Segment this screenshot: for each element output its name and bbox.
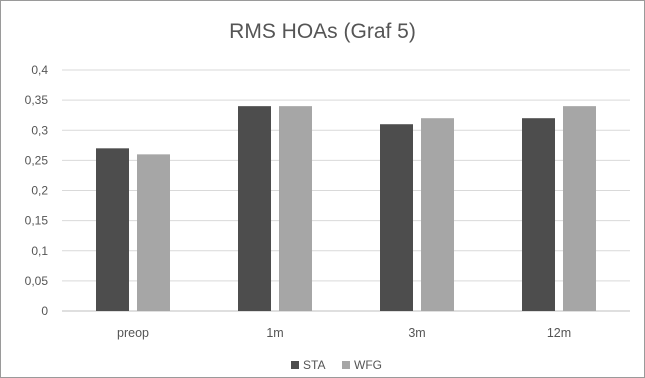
legend: STA WFG (291, 358, 382, 372)
bars (96, 106, 596, 312)
x-tick-label: 3m (408, 326, 425, 340)
legend-label-sta: STA (303, 358, 325, 372)
legend-swatch-wfg (342, 361, 350, 369)
bar-sta-3m (380, 124, 413, 311)
y-axis-ticks: 0 0,05 0,1 0,15 0,2 0,25 0,3 0,35 0,4 (25, 63, 49, 318)
y-tick-label: 0,3 (31, 123, 48, 137)
bar-wfg-1m (279, 106, 312, 312)
bar-sta-1m (238, 106, 271, 312)
bar-sta-preop (96, 148, 129, 311)
x-tick-label: 1m (266, 326, 283, 340)
legend-label-wfg: WFG (354, 358, 382, 372)
y-tick-label: 0 (41, 304, 48, 318)
y-tick-label: 0,35 (25, 93, 49, 107)
bar-wfg-preop (137, 154, 170, 311)
bar-wfg-3m (421, 118, 454, 311)
y-tick-label: 0,15 (25, 214, 49, 228)
y-tick-label: 0,25 (25, 153, 49, 167)
bar-wfg-12m (563, 106, 596, 312)
y-tick-label: 0,05 (25, 274, 49, 288)
x-axis-categories: preop 1m 3m 12m (117, 326, 571, 340)
y-tick-label: 0,1 (31, 244, 48, 258)
bar-sta-12m (522, 118, 555, 311)
x-tick-label: 12m (547, 326, 571, 340)
y-tick-label: 0,4 (31, 63, 48, 77)
x-tick-label: preop (117, 326, 149, 340)
chart-title: RMS HOAs (Graf 5) (229, 20, 416, 43)
y-tick-label: 0,2 (31, 184, 48, 198)
legend-swatch-sta (291, 361, 299, 369)
